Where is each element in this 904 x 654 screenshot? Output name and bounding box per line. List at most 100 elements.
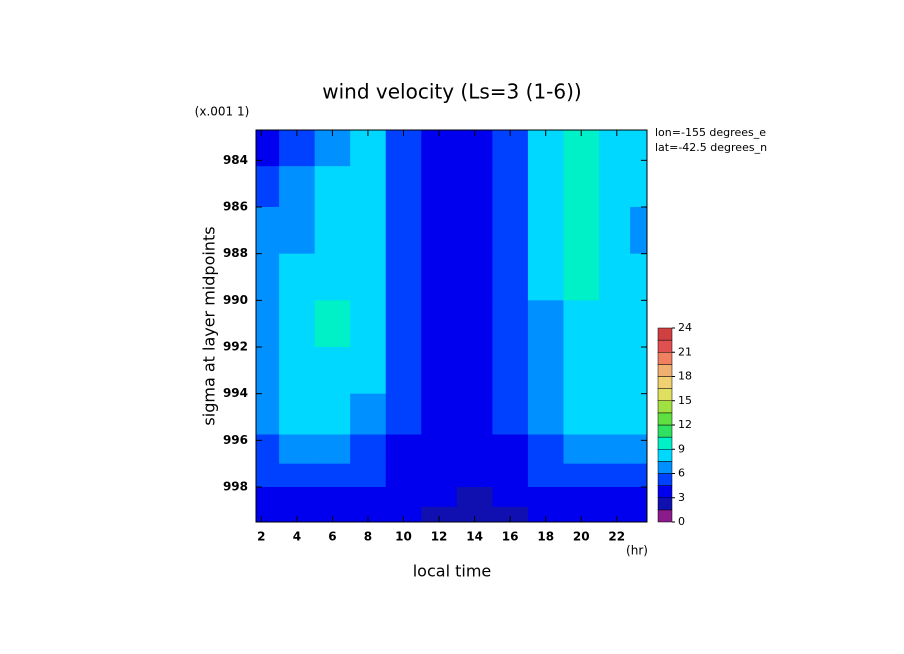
colorbar-band	[657, 327, 673, 341]
x-tick-label: 4	[293, 530, 301, 544]
contour-cell	[421, 130, 458, 167]
colorbar-band	[657, 473, 673, 486]
contour-cell	[421, 506, 458, 522]
x-tick-label: 22	[608, 530, 625, 544]
contour-cell	[456, 207, 493, 255]
contour-cell	[492, 300, 529, 348]
contour-cell	[492, 166, 529, 208]
colorbar-band	[657, 424, 673, 438]
contour-cell	[492, 347, 529, 395]
plot-frame	[255, 129, 648, 523]
colorbar-band	[657, 509, 673, 523]
contour-cell	[599, 130, 631, 167]
contour-cell	[599, 347, 631, 395]
contour-cell	[527, 300, 565, 348]
contour-cell	[527, 463, 565, 488]
contour-cell	[563, 207, 600, 255]
colorbar-band	[657, 436, 673, 450]
y-tick-label: 984	[223, 153, 248, 167]
y-tick-label: 990	[223, 293, 248, 307]
contour-cell	[421, 463, 458, 488]
contour-cell	[563, 300, 600, 348]
contour-cell	[630, 166, 647, 208]
colorbar-band	[657, 376, 673, 389]
contour-cell	[630, 253, 647, 301]
contour-cell	[279, 506, 316, 522]
colorbar-label: 24	[678, 321, 692, 334]
annotation: lon=-155 degrees_e	[655, 126, 766, 139]
contour-cell	[563, 166, 600, 208]
contour-cell	[599, 434, 631, 465]
contour-cell	[314, 487, 351, 508]
contour-field	[256, 130, 647, 522]
contour-cell	[279, 487, 316, 508]
contour-cell	[527, 253, 565, 301]
contour-cell	[350, 487, 387, 508]
contour-cell	[527, 166, 565, 208]
contour-cell	[385, 347, 422, 395]
x-tick-label: 6	[328, 530, 336, 544]
x-tick-label: 12	[431, 530, 448, 544]
contour-cell	[279, 253, 316, 301]
colorbar-label: 12	[678, 418, 692, 431]
contour-cell	[492, 130, 529, 167]
contour-cell	[385, 253, 422, 301]
contour-cell	[527, 130, 565, 167]
x-tick-label: 8	[364, 530, 372, 544]
contour-cell	[527, 393, 565, 436]
contour-cell	[256, 207, 280, 255]
contour-cell	[563, 130, 600, 167]
contour-cell	[256, 130, 280, 167]
contour-cell	[256, 166, 280, 208]
contour-cell	[492, 506, 529, 522]
contour-cell	[279, 347, 316, 395]
contour-cell	[314, 393, 351, 436]
contour-cell	[527, 347, 565, 395]
contour-cell	[456, 434, 493, 465]
contour-cell	[456, 300, 493, 348]
annotation: lat=-42.5 degrees_n	[655, 141, 767, 154]
contour-cell	[456, 253, 493, 301]
y-tick-label: 988	[223, 246, 248, 260]
colorbar-band	[657, 412, 673, 426]
contour-cell	[279, 393, 316, 436]
colorbar-label: 6	[678, 467, 685, 480]
contour-cell	[350, 506, 387, 522]
contour-cell	[385, 506, 422, 522]
contour-cell	[630, 347, 647, 395]
x-tick-label: 18	[537, 530, 554, 544]
x-tick-label: 2	[257, 530, 265, 544]
contour-cell	[421, 434, 458, 465]
contour-cell	[350, 347, 387, 395]
contour-cell	[256, 393, 280, 436]
chart-title: wind velocity (Ls=3 (1-6))	[322, 80, 581, 104]
contour-cell	[350, 393, 387, 436]
contour-cell	[279, 300, 316, 348]
colorbar-label: 3	[678, 491, 685, 504]
contour-cell	[279, 463, 316, 488]
contour-cell	[630, 393, 647, 436]
contour-cell	[599, 393, 631, 436]
contour-cell	[630, 506, 647, 522]
contour-cell	[279, 434, 316, 465]
contour-cell	[527, 487, 565, 508]
contour-cell	[630, 207, 647, 255]
contour-cell	[599, 207, 631, 255]
contour-cell	[314, 434, 351, 465]
contour-cell	[350, 300, 387, 348]
contour-cell	[563, 463, 600, 488]
contour-cell	[492, 393, 529, 436]
contour-cell	[256, 487, 280, 508]
contour-cell	[279, 130, 316, 167]
colorbar-label: 15	[678, 394, 692, 407]
contour-cell	[492, 253, 529, 301]
contour-cell	[385, 434, 422, 465]
contour-cell	[350, 166, 387, 208]
y-axis-label: sigma at layer midpoints	[200, 226, 219, 425]
contour-cell	[421, 347, 458, 395]
contour-cell	[630, 300, 647, 348]
contour-cell	[563, 393, 600, 436]
y-tick-label: 994	[223, 386, 248, 400]
contour-cell	[421, 393, 458, 436]
